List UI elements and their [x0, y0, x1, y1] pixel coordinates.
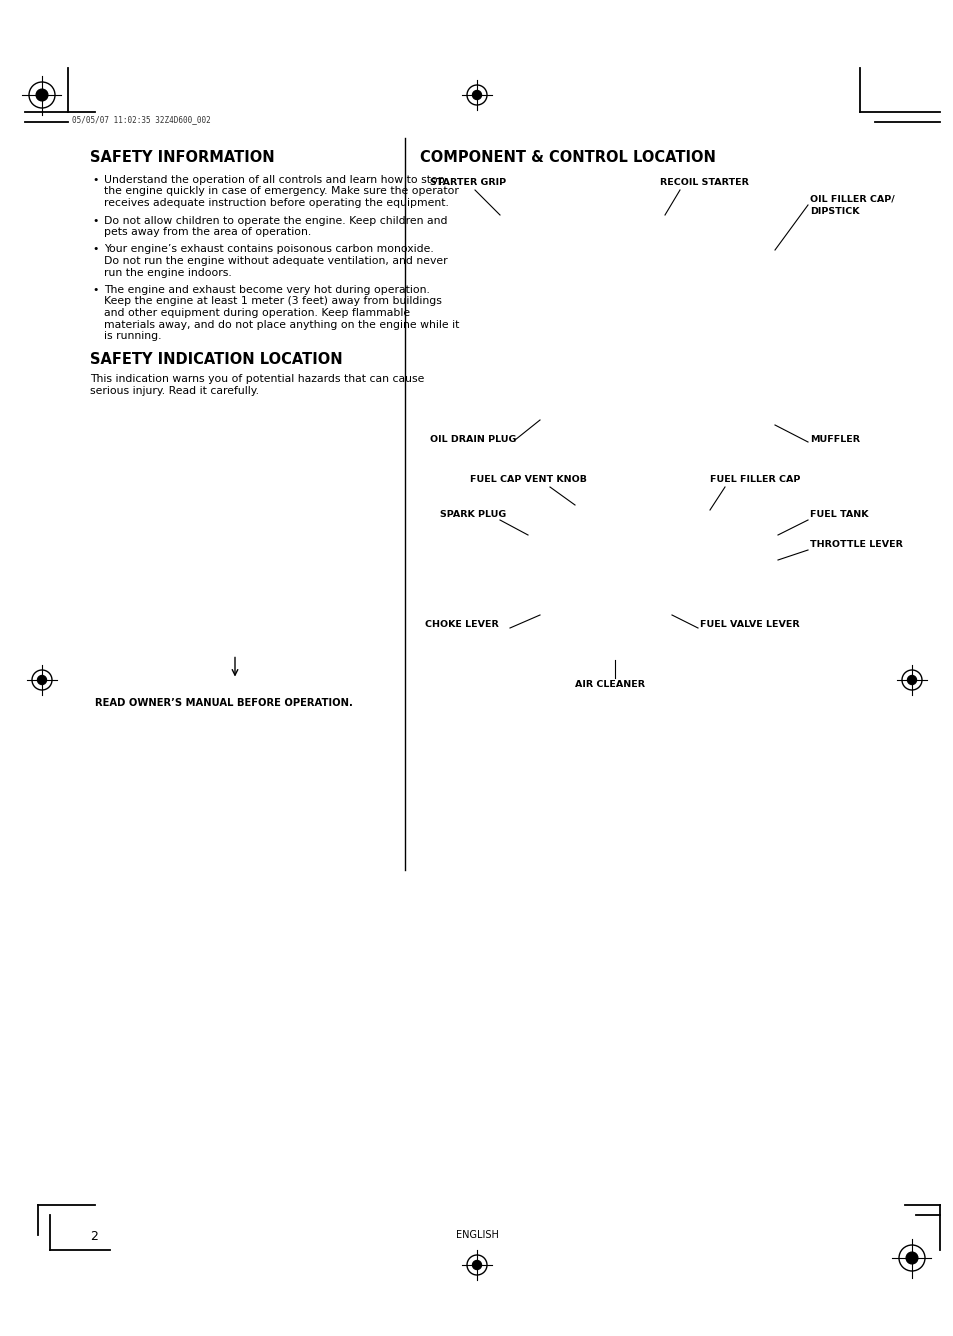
- Text: AIR CLEANER: AIR CLEANER: [575, 680, 644, 689]
- Text: The engine and exhaust become very hot during operation.: The engine and exhaust become very hot d…: [104, 285, 430, 295]
- Text: OIL DRAIN PLUG: OIL DRAIN PLUG: [430, 436, 516, 444]
- Text: 2: 2: [90, 1230, 98, 1242]
- Text: Your engine’s exhaust contains poisonous carbon monoxide.: Your engine’s exhaust contains poisonous…: [104, 244, 434, 254]
- Text: ENGLISH: ENGLISH: [456, 1230, 497, 1240]
- Text: SAFETY INFORMATION: SAFETY INFORMATION: [90, 150, 274, 166]
- Text: •: •: [91, 244, 98, 254]
- Text: DIPSTICK: DIPSTICK: [809, 207, 859, 216]
- Text: •: •: [91, 215, 98, 226]
- Text: pets away from the area of operation.: pets away from the area of operation.: [104, 227, 311, 236]
- Text: Do not allow children to operate the engine. Keep children and: Do not allow children to operate the eng…: [104, 215, 447, 226]
- Text: SAFETY INDICATION LOCATION: SAFETY INDICATION LOCATION: [90, 353, 342, 367]
- Text: is running.: is running.: [104, 331, 161, 341]
- Text: FUEL VALVE LEVER: FUEL VALVE LEVER: [700, 620, 799, 629]
- Text: 05/05/07 11:02:35 32Z4D600_002: 05/05/07 11:02:35 32Z4D600_002: [71, 115, 211, 124]
- Circle shape: [37, 676, 47, 684]
- Text: RECOIL STARTER: RECOIL STARTER: [659, 178, 748, 187]
- Text: Do not run the engine without adequate ventilation, and never: Do not run the engine without adequate v…: [104, 257, 447, 266]
- Text: serious injury. Read it carefully.: serious injury. Read it carefully.: [90, 386, 258, 395]
- Text: Understand the operation of all controls and learn how to stop: Understand the operation of all controls…: [104, 175, 444, 184]
- Circle shape: [472, 91, 481, 99]
- Text: FUEL TANK: FUEL TANK: [809, 510, 867, 518]
- Text: FUEL FILLER CAP: FUEL FILLER CAP: [709, 476, 800, 484]
- Text: OIL FILLER CAP/: OIL FILLER CAP/: [809, 195, 894, 204]
- Text: the engine quickly in case of emergency. Make sure the operator: the engine quickly in case of emergency.…: [104, 187, 458, 196]
- Text: COMPONENT & CONTROL LOCATION: COMPONENT & CONTROL LOCATION: [419, 150, 715, 166]
- Circle shape: [36, 90, 48, 100]
- Circle shape: [905, 1252, 917, 1264]
- Text: and other equipment during operation. Keep flammable: and other equipment during operation. Ke…: [104, 309, 410, 318]
- Text: Keep the engine at least 1 meter (3 feet) away from buildings: Keep the engine at least 1 meter (3 feet…: [104, 297, 441, 306]
- Text: STARTER GRIP: STARTER GRIP: [430, 178, 506, 187]
- Text: materials away, and do not place anything on the engine while it: materials away, and do not place anythin…: [104, 319, 459, 330]
- Text: receives adequate instruction before operating the equipment.: receives adequate instruction before ope…: [104, 198, 449, 208]
- Text: MUFFLER: MUFFLER: [809, 436, 859, 444]
- Text: This indication warns you of potential hazards that can cause: This indication warns you of potential h…: [90, 374, 424, 385]
- Text: run the engine indoors.: run the engine indoors.: [104, 267, 232, 278]
- Text: THROTTLE LEVER: THROTTLE LEVER: [809, 540, 902, 549]
- Text: •: •: [91, 285, 98, 295]
- Circle shape: [906, 676, 916, 684]
- Text: •: •: [91, 175, 98, 184]
- Text: FUEL CAP VENT KNOB: FUEL CAP VENT KNOB: [470, 476, 586, 484]
- Circle shape: [472, 1260, 481, 1269]
- Text: READ OWNER’S MANUAL BEFORE OPERATION.: READ OWNER’S MANUAL BEFORE OPERATION.: [95, 697, 353, 708]
- Text: SPARK PLUG: SPARK PLUG: [439, 510, 506, 518]
- Text: CHOKE LEVER: CHOKE LEVER: [424, 620, 498, 629]
